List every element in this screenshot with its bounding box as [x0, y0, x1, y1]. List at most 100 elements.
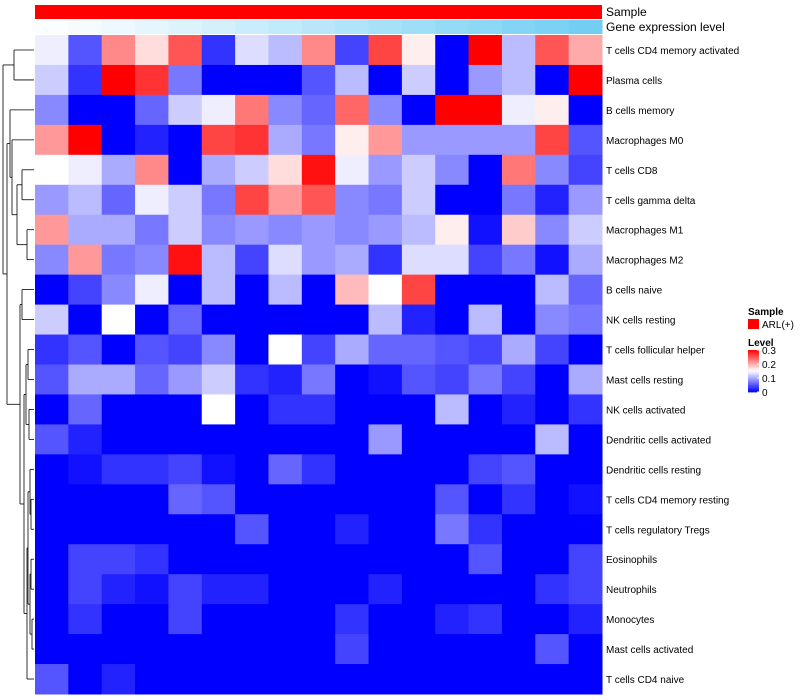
legend-gradient-step — [748, 379, 759, 382]
heatmap-cell — [368, 64, 403, 96]
legend-gradient-step — [748, 378, 759, 380]
heatmap-cell — [101, 424, 136, 455]
heatmap-cell — [435, 334, 470, 365]
heatmap-cell — [101, 514, 136, 545]
heatmap-cell — [201, 454, 236, 485]
heatmap-cell — [35, 514, 69, 545]
heatmap-cell — [101, 634, 136, 665]
heatmap-cell — [435, 124, 470, 156]
row-label: B cells naive — [606, 286, 663, 297]
heatmap-cell — [368, 35, 403, 66]
heatmap-cell — [201, 334, 236, 365]
heatmap-cell — [335, 94, 370, 126]
heatmap-cell — [535, 484, 570, 515]
heatmap-cell — [301, 304, 336, 336]
heatmap-cell — [101, 35, 136, 66]
heatmap-cell — [201, 214, 236, 246]
heatmap-cell — [68, 514, 103, 545]
row-label: T cells CD4 naive — [606, 675, 685, 686]
heatmap-cell — [35, 604, 69, 635]
heatmap-cell — [235, 124, 269, 156]
heatmap-cell — [535, 544, 570, 575]
heatmap-cell — [368, 544, 403, 575]
heatmap-cell — [501, 664, 536, 695]
heatmap-cell — [368, 364, 403, 395]
heatmap-cell — [235, 544, 269, 575]
expression-annotation-cell — [35, 20, 69, 34]
heatmap-cell — [268, 94, 303, 126]
heatmap-cell — [568, 304, 603, 336]
heatmap-cell — [568, 154, 603, 186]
heatmap-cell — [168, 154, 203, 186]
heatmap-cell — [68, 244, 103, 276]
heatmap-cell — [435, 364, 470, 395]
row-label: NK cells activated — [606, 405, 685, 416]
heatmap-cell — [68, 184, 103, 216]
heatmap-cell — [368, 394, 403, 425]
heatmap-cell — [35, 544, 69, 575]
heatmap-cell — [301, 124, 336, 156]
heatmap-cell — [401, 634, 436, 665]
heatmap-cell — [435, 214, 470, 246]
heatmap-cell — [168, 394, 203, 425]
heatmap-cell — [301, 35, 336, 66]
legend-gradient-step — [748, 361, 759, 363]
expression-annotation-cell — [301, 20, 336, 34]
heatmap-cell — [501, 574, 536, 605]
heatmap-cell — [268, 274, 303, 306]
heatmap-cell — [568, 544, 603, 575]
heatmap-cell — [268, 454, 303, 485]
heatmap-cell — [168, 214, 203, 246]
row-label: B cells memory — [606, 106, 674, 117]
expression-annotation-cell — [168, 20, 203, 34]
heatmap-cell — [201, 124, 236, 156]
heatmap-cell — [335, 274, 370, 306]
heatmap-cell — [401, 94, 436, 126]
heatmap-cell — [435, 574, 470, 605]
heatmap-cell — [168, 424, 203, 455]
legend-sample-swatch — [748, 319, 759, 329]
heatmap-cell — [535, 664, 570, 695]
heatmap-cell — [301, 244, 336, 276]
heatmap-cell — [335, 35, 370, 66]
heatmap-cell — [501, 484, 536, 515]
heatmap-cell — [368, 664, 403, 695]
sample-annotation-bar — [35, 5, 602, 19]
heatmap-cell — [435, 64, 470, 96]
expression-annotation-cell — [101, 20, 136, 34]
row-label: Mast cells resting — [606, 375, 683, 386]
legend-gradient-step — [748, 372, 759, 375]
heatmap-cell — [68, 664, 103, 695]
heatmap-cell — [468, 244, 503, 276]
heatmap-cell — [335, 574, 370, 605]
heatmap-cell — [568, 634, 603, 665]
heatmap-cell — [101, 484, 136, 515]
heatmap-cell — [235, 244, 269, 276]
heatmap-cell — [101, 94, 136, 126]
row-label: Monocytes — [606, 615, 654, 626]
heatmap-cell — [235, 304, 269, 336]
heatmap-cell — [568, 514, 603, 545]
row-labels: T cells CD4 memory activated Plasma cells… — [606, 46, 739, 686]
heatmap-cell — [135, 424, 169, 455]
heatmap-cell — [335, 634, 370, 665]
heatmap-cell — [135, 94, 169, 126]
heatmap-cell — [535, 154, 570, 186]
heatmap-cell — [435, 604, 470, 635]
heatmap-cell — [435, 154, 470, 186]
heatmap-cell — [101, 184, 136, 216]
heatmap-cell — [68, 424, 103, 455]
row-label: Macrophages M0 — [606, 136, 684, 147]
legend-gradient-step — [748, 390, 759, 393]
heatmap-cell — [368, 424, 403, 455]
heatmap-cell — [35, 64, 69, 96]
heatmap-cell — [368, 454, 403, 485]
heatmap-cell — [68, 454, 103, 485]
heatmap-cell — [468, 424, 503, 455]
heatmap-cell — [35, 664, 69, 695]
heatmap-cell — [201, 424, 236, 455]
legend-gradient-step — [748, 386, 759, 389]
heatmap-cell — [435, 35, 470, 66]
heatmap-cell — [501, 94, 536, 126]
heatmap-cell — [401, 334, 436, 365]
